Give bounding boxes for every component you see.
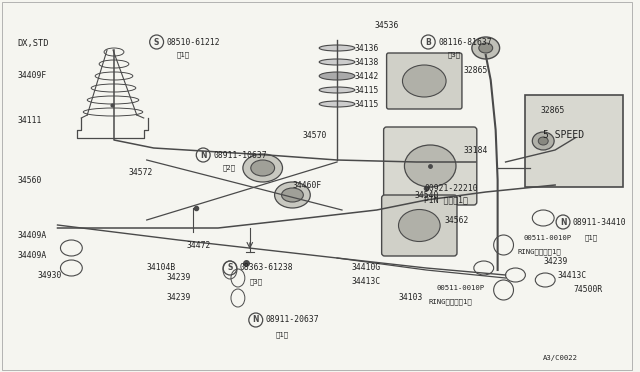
- Text: 00921-22210: 00921-22210: [424, 183, 478, 192]
- Text: 34136: 34136: [355, 44, 380, 52]
- Text: 34560: 34560: [18, 176, 42, 185]
- Text: 34115: 34115: [355, 86, 380, 94]
- Text: 00511-0010P: 00511-0010P: [436, 285, 484, 291]
- FancyBboxPatch shape: [383, 127, 477, 205]
- Text: （3）: （3）: [448, 52, 461, 58]
- Text: 34540: 34540: [414, 190, 439, 199]
- Ellipse shape: [319, 59, 355, 65]
- Text: N: N: [560, 218, 566, 227]
- FancyBboxPatch shape: [387, 53, 462, 109]
- Text: 34460F: 34460F: [292, 180, 322, 189]
- Text: 34562: 34562: [444, 215, 468, 224]
- Text: PIN ピン（1）: PIN ピン（1）: [424, 196, 468, 205]
- Text: 34570: 34570: [302, 131, 326, 140]
- Ellipse shape: [404, 145, 456, 187]
- Text: RINGリング（1）: RINGリング（1）: [518, 249, 561, 255]
- Text: 34104B: 34104B: [147, 263, 176, 273]
- Text: 08116-81637: 08116-81637: [438, 38, 492, 46]
- Text: S: S: [227, 263, 233, 273]
- Text: 34410G: 34410G: [352, 263, 381, 273]
- Text: 00511-0010P: 00511-0010P: [524, 235, 572, 241]
- Text: （1）: （1）: [585, 235, 598, 241]
- Text: 34409A: 34409A: [18, 231, 47, 240]
- Text: RINGリング（1）: RINGリング（1）: [428, 299, 472, 305]
- Text: 08911-34410: 08911-34410: [573, 218, 627, 227]
- Text: 34239: 34239: [166, 273, 191, 282]
- Text: 34103: 34103: [399, 294, 423, 302]
- Text: 34536: 34536: [374, 20, 399, 29]
- Text: N: N: [253, 315, 259, 324]
- Text: 08510-61212: 08510-61212: [166, 38, 220, 46]
- Text: 5 SPEED: 5 SPEED: [543, 130, 584, 140]
- Ellipse shape: [275, 182, 310, 208]
- Text: （2）: （2）: [223, 165, 236, 171]
- Ellipse shape: [319, 87, 355, 93]
- Text: 34413C: 34413C: [557, 270, 586, 279]
- Text: 34111: 34111: [18, 115, 42, 125]
- Text: 08911-10637: 08911-10637: [213, 151, 267, 160]
- Text: 34472: 34472: [186, 241, 211, 250]
- Text: 34239: 34239: [543, 257, 568, 266]
- Ellipse shape: [319, 45, 355, 51]
- Text: （3）: （3）: [250, 279, 263, 285]
- Ellipse shape: [243, 154, 282, 182]
- Text: 33184: 33184: [464, 145, 488, 154]
- Text: N: N: [200, 151, 207, 160]
- Text: A3/C0022: A3/C0022: [543, 355, 578, 361]
- Text: （1）: （1）: [177, 52, 189, 58]
- Ellipse shape: [479, 43, 493, 53]
- Text: 08363-61238: 08363-61238: [240, 263, 294, 273]
- Text: 34409F: 34409F: [18, 71, 47, 80]
- Text: 74500R: 74500R: [573, 285, 602, 295]
- Text: DX,STD: DX,STD: [18, 38, 49, 48]
- Text: B: B: [426, 38, 431, 46]
- Ellipse shape: [282, 188, 303, 202]
- Text: 34142: 34142: [355, 71, 380, 80]
- Ellipse shape: [532, 132, 554, 150]
- Ellipse shape: [399, 209, 440, 241]
- Text: （1）: （1）: [276, 332, 289, 338]
- Text: 34239: 34239: [166, 294, 191, 302]
- Ellipse shape: [251, 160, 275, 176]
- Text: 34413C: 34413C: [352, 278, 381, 286]
- Ellipse shape: [319, 72, 355, 80]
- Text: S: S: [154, 38, 159, 46]
- Ellipse shape: [538, 137, 548, 145]
- Text: 34930: 34930: [38, 270, 62, 279]
- Ellipse shape: [319, 101, 355, 107]
- Text: 34572: 34572: [129, 167, 153, 176]
- Text: 34409A: 34409A: [18, 250, 47, 260]
- Ellipse shape: [403, 65, 446, 97]
- Text: 08911-20637: 08911-20637: [266, 315, 319, 324]
- FancyBboxPatch shape: [381, 195, 457, 256]
- Text: 34115: 34115: [355, 99, 380, 109]
- Text: 32865: 32865: [540, 106, 564, 115]
- Text: 34138: 34138: [355, 58, 380, 67]
- Bar: [525, 95, 623, 187]
- Ellipse shape: [472, 37, 500, 59]
- Text: 32865: 32865: [464, 65, 488, 74]
